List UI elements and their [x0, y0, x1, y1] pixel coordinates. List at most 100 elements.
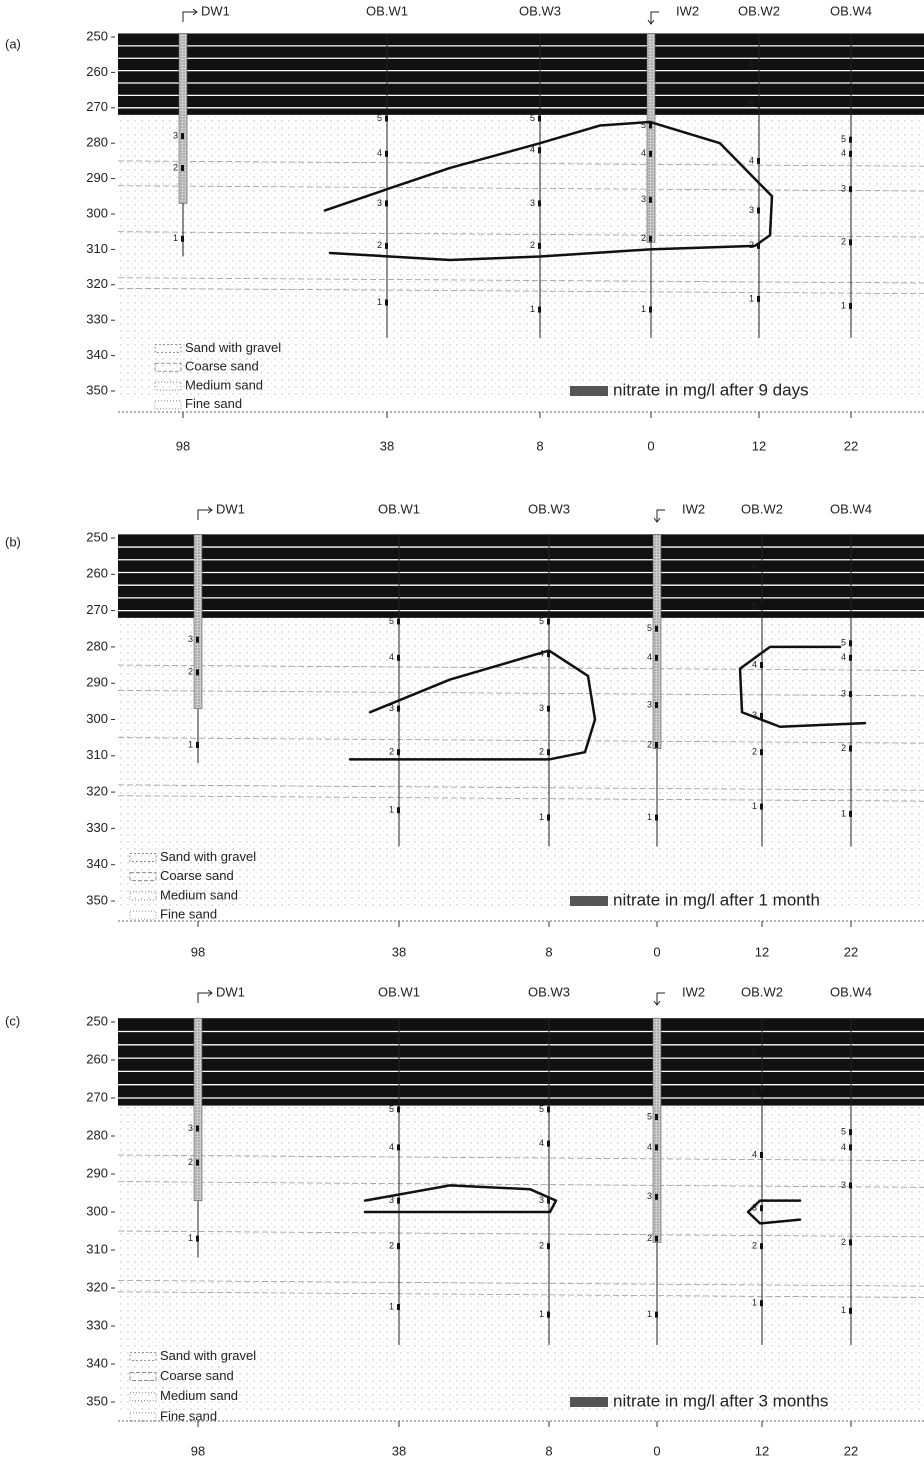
- x-tick-label: 98: [191, 944, 205, 959]
- sample-point: [760, 1300, 763, 1306]
- well-screen: [179, 33, 187, 203]
- legend-label: Sand with gravel: [185, 340, 281, 355]
- well-name: OB.W3: [519, 3, 561, 18]
- sample-point: [655, 1236, 658, 1242]
- sample-label: 3: [841, 688, 846, 698]
- sample-label: 2: [389, 1241, 394, 1251]
- x-tick-label: 38: [380, 438, 394, 453]
- y-tick-label: 280: [86, 135, 108, 150]
- x-tick-label: 12: [755, 944, 769, 959]
- sample-label: 2: [841, 743, 846, 753]
- well-name: OB.W4: [830, 984, 872, 999]
- sample-label: 4: [389, 1142, 394, 1152]
- sample-point: [849, 811, 852, 817]
- legend-label: Coarse sand: [160, 1368, 234, 1383]
- y-tick-label: 290: [86, 675, 108, 690]
- sample-label: 5: [752, 601, 757, 611]
- x-tick-label: 22: [844, 944, 858, 959]
- sample-label: 2: [539, 1241, 544, 1251]
- sample-label: 5: [377, 113, 382, 123]
- x-tick-label: 22: [844, 438, 858, 453]
- legend-label: Medium sand: [160, 1388, 238, 1403]
- sample-label: 2: [530, 240, 535, 250]
- sample-label: 4: [841, 652, 846, 662]
- sample-point: [849, 691, 852, 697]
- sample-label: 3: [647, 1191, 652, 1201]
- sample-label: 2: [841, 237, 846, 247]
- sample-label: 1: [752, 801, 757, 811]
- sample-label: 3: [530, 198, 535, 208]
- sample-label: 3: [377, 198, 382, 208]
- y-tick-label: 270: [86, 99, 108, 114]
- sample-point: [385, 151, 388, 157]
- sample-point: [849, 186, 852, 192]
- well-name: OB.W3: [528, 501, 570, 516]
- sample-label: 1: [389, 805, 394, 815]
- sample-point: [547, 1141, 550, 1147]
- sample-point: [849, 239, 852, 245]
- sample-point: [196, 669, 199, 675]
- sample-point: [849, 151, 852, 157]
- well-name: DW1: [216, 501, 245, 516]
- x-tick-label: 0: [647, 438, 654, 453]
- well-arrow: [654, 993, 665, 1005]
- sample-label: 3: [173, 130, 178, 140]
- sample-label: 2: [841, 1237, 846, 1247]
- sample-point: [849, 1239, 852, 1245]
- sample-point: [538, 147, 541, 153]
- y-tick-label: 300: [86, 711, 108, 726]
- well-arrow: [654, 510, 665, 522]
- y-tick-label: 270: [86, 1089, 108, 1104]
- sample-point: [757, 101, 760, 107]
- well-screen: [194, 1018, 202, 1200]
- y-tick-label: 280: [86, 1127, 108, 1142]
- sample-point: [849, 1308, 852, 1314]
- y-tick-label: 340: [86, 1355, 108, 1370]
- y-tick-label: 330: [86, 312, 108, 327]
- y-tick-label: 330: [86, 820, 108, 835]
- sample-label: 2: [188, 667, 193, 677]
- sample-point: [397, 1243, 400, 1249]
- sample-label: 5: [841, 1127, 846, 1137]
- sample-point: [849, 1182, 852, 1188]
- y-tick-label: 320: [86, 1279, 108, 1294]
- legend-label: Coarse sand: [160, 868, 234, 883]
- well-name: OB.W4: [830, 501, 872, 516]
- legend-swatch: [130, 911, 156, 919]
- sample-point: [397, 1106, 400, 1112]
- sample-point: [760, 1091, 763, 1097]
- sample-point: [760, 1049, 763, 1055]
- sample-point: [760, 804, 763, 810]
- sample-label: 1: [539, 812, 544, 822]
- y-tick-label: 350: [86, 1393, 108, 1408]
- sample-point: [849, 137, 852, 143]
- x-tick-label: 98: [176, 438, 190, 453]
- well-screen: [647, 33, 655, 242]
- sample-label: 5: [539, 1104, 544, 1114]
- y-tick-label: 340: [86, 856, 108, 871]
- sample-label: 1: [749, 293, 754, 303]
- sample-label: 1: [641, 304, 646, 314]
- sample-point: [655, 1194, 658, 1200]
- sample-label: 5: [389, 616, 394, 626]
- x-tick-label: 0: [653, 1443, 660, 1458]
- legend-label: Fine sand: [185, 396, 242, 411]
- sample-point: [757, 296, 760, 302]
- sample-label: 5: [647, 1111, 652, 1121]
- sample-label: 5: [530, 113, 535, 123]
- well-screen: [194, 534, 202, 708]
- sample-label: 2: [641, 233, 646, 243]
- sample-point: [649, 197, 652, 203]
- sample-label: 4: [647, 1142, 652, 1152]
- sample-label: 1: [188, 1233, 193, 1243]
- sample-label: 1: [841, 1305, 846, 1315]
- sample-point: [397, 1144, 400, 1150]
- sample-point: [538, 200, 541, 206]
- sample-point: [760, 564, 763, 570]
- x-tick-label: 38: [392, 1443, 406, 1458]
- well-arrow: [648, 12, 659, 24]
- x-tick-label: 12: [755, 1443, 769, 1458]
- well-name: OB.W2: [738, 3, 780, 18]
- sample-point: [196, 1236, 199, 1242]
- sample-label: 3: [841, 184, 846, 194]
